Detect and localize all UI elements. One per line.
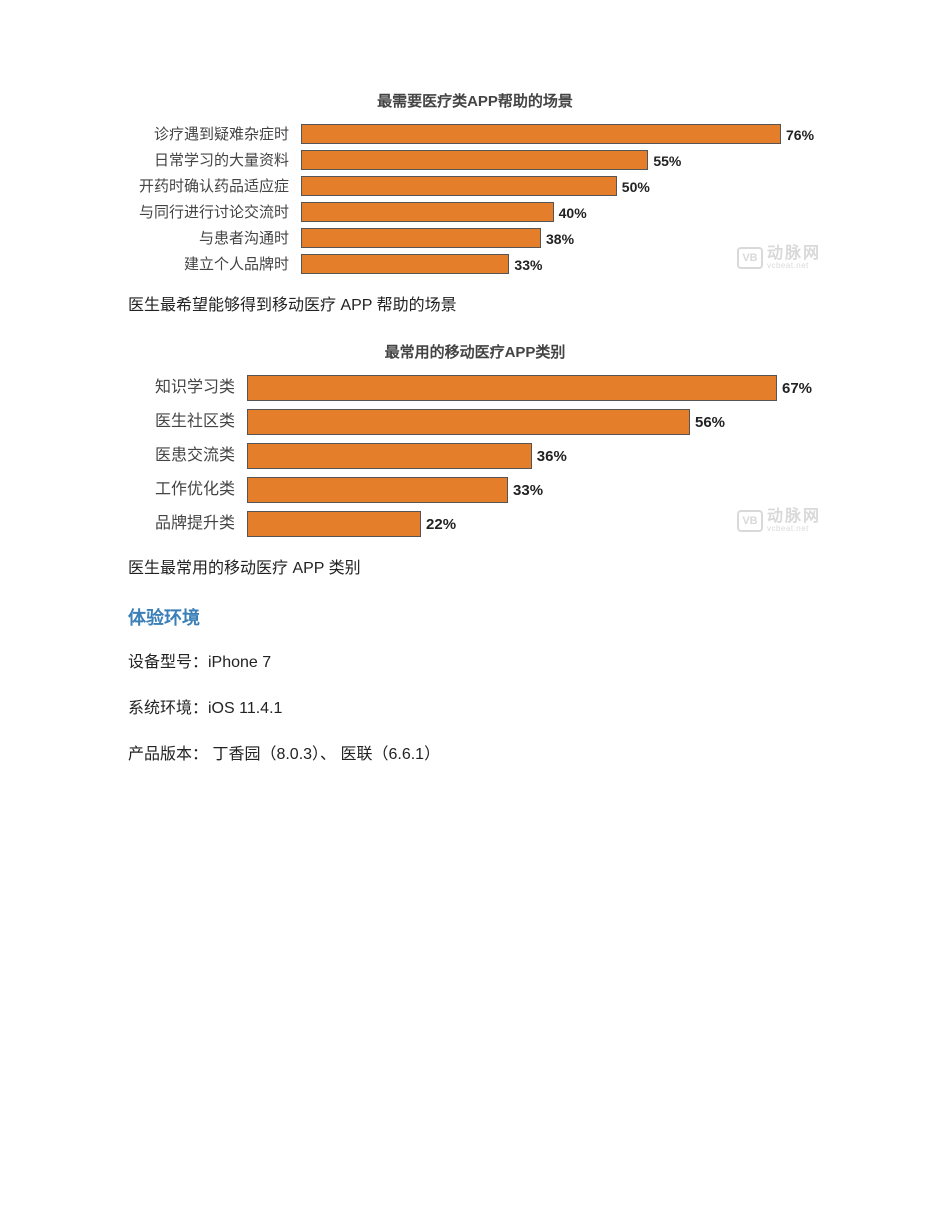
watermark-icon: VB 动脉网 vcbeat.net: [737, 243, 821, 273]
bar-fill: 40%: [301, 202, 554, 222]
bar-area: 40%: [301, 202, 821, 222]
watermark-text-cn: 动脉网: [767, 246, 821, 262]
chart-title: 最需要医疗类APP帮助的场景: [129, 90, 821, 111]
bar-value: 40%: [553, 203, 587, 223]
chart-scenarios: 最需要医疗类APP帮助的场景 诊疗遇到疑难杂症时76%日常学习的大量资料55%开…: [129, 90, 821, 275]
bar-value: 67%: [776, 376, 812, 402]
watermark-text-en: vcbeat.net: [767, 262, 821, 270]
bar-label: 知识学习类: [129, 380, 247, 396]
bar-label: 日常学习的大量资料: [129, 153, 301, 168]
bar-row: 医患交流类36%: [129, 442, 821, 470]
bar-area: 76%: [301, 124, 821, 144]
section-header-env: 体验环境: [128, 604, 950, 630]
watermark-badge: VB: [737, 510, 763, 532]
bar-label: 医生社区类: [129, 414, 247, 430]
bar-fill: 36%: [247, 443, 532, 469]
bar-fill: 33%: [301, 254, 509, 274]
bar-fill: 50%: [301, 176, 617, 196]
bar-row: 品牌提升类22%: [129, 510, 821, 538]
bar-fill: 67%: [247, 375, 777, 401]
bar-label: 医患交流类: [129, 448, 247, 464]
chart-title: 最常用的移动医疗APP类别: [129, 341, 821, 362]
env-version: 产品版本： 丁香园（8.0.3）、 医联（6.6.1）: [128, 740, 950, 764]
bar-value: 50%: [616, 177, 650, 197]
bar-value: 33%: [508, 255, 542, 275]
bar-value: 56%: [689, 410, 725, 436]
bar-row: 建立个人品牌时33%: [129, 253, 821, 275]
bar-fill: 76%: [301, 124, 781, 144]
watermark-text-cn: 动脉网: [767, 509, 821, 525]
bar-fill: 56%: [247, 409, 690, 435]
bar-value: 22%: [420, 512, 456, 538]
bar-label: 开药时确认药品适应症: [129, 179, 301, 194]
bar-fill: 38%: [301, 228, 541, 248]
bar-label: 与患者沟通时: [129, 231, 301, 246]
chart-bars: 诊疗遇到疑难杂症时76%日常学习的大量资料55%开药时确认药品适应症50%与同行…: [129, 123, 821, 275]
bar-row: 医生社区类56%: [129, 408, 821, 436]
bar-row: 工作优化类33%: [129, 476, 821, 504]
bar-area: 56%: [247, 409, 821, 435]
bar-row: 与同行进行讨论交流时40%: [129, 201, 821, 223]
bar-area: 67%: [247, 375, 821, 401]
bar-label: 诊疗遇到疑难杂症时: [129, 127, 301, 142]
bar-row: 日常学习的大量资料55%: [129, 149, 821, 171]
bar-row: 诊疗遇到疑难杂症时76%: [129, 123, 821, 145]
env-system: 系统环境：iOS 11.4.1: [128, 694, 950, 718]
chart-categories: 最常用的移动医疗APP类别 知识学习类67%医生社区类56%医患交流类36%工作…: [129, 341, 821, 538]
watermark-text-en: vcbeat.net: [767, 525, 821, 533]
bar-label: 建立个人品牌时: [129, 257, 301, 272]
bar-area: 50%: [301, 176, 821, 196]
watermark-badge: VB: [737, 247, 763, 269]
bar-value: 33%: [507, 478, 543, 504]
bar-row: 知识学习类67%: [129, 374, 821, 402]
bar-value: 76%: [780, 125, 814, 145]
bar-area: 55%: [301, 150, 821, 170]
bar-area: 36%: [247, 443, 821, 469]
watermark-icon: VB 动脉网 vcbeat.net: [737, 506, 821, 536]
bar-fill: 55%: [301, 150, 648, 170]
bar-row: 开药时确认药品适应症50%: [129, 175, 821, 197]
bar-label: 品牌提升类: [129, 516, 247, 532]
bar-value: 55%: [647, 151, 681, 171]
bar-label: 与同行进行讨论交流时: [129, 205, 301, 220]
bar-value: 38%: [540, 229, 574, 249]
caption-categories: 医生最常用的移动医疗 APP 类别: [128, 554, 950, 578]
bar-value: 36%: [531, 444, 567, 470]
bar-label: 工作优化类: [129, 482, 247, 498]
env-device: 设备型号：iPhone 7: [128, 648, 950, 672]
bar-area: 22%: [247, 511, 821, 537]
caption-scenarios: 医生最希望能够得到移动医疗 APP 帮助的场景: [128, 291, 950, 315]
bar-row: 与患者沟通时38%: [129, 227, 821, 249]
bar-area: 33%: [247, 477, 821, 503]
bar-fill: 33%: [247, 477, 508, 503]
chart-bars: 知识学习类67%医生社区类56%医患交流类36%工作优化类33%品牌提升类22%: [129, 374, 821, 538]
bar-fill: 22%: [247, 511, 421, 537]
